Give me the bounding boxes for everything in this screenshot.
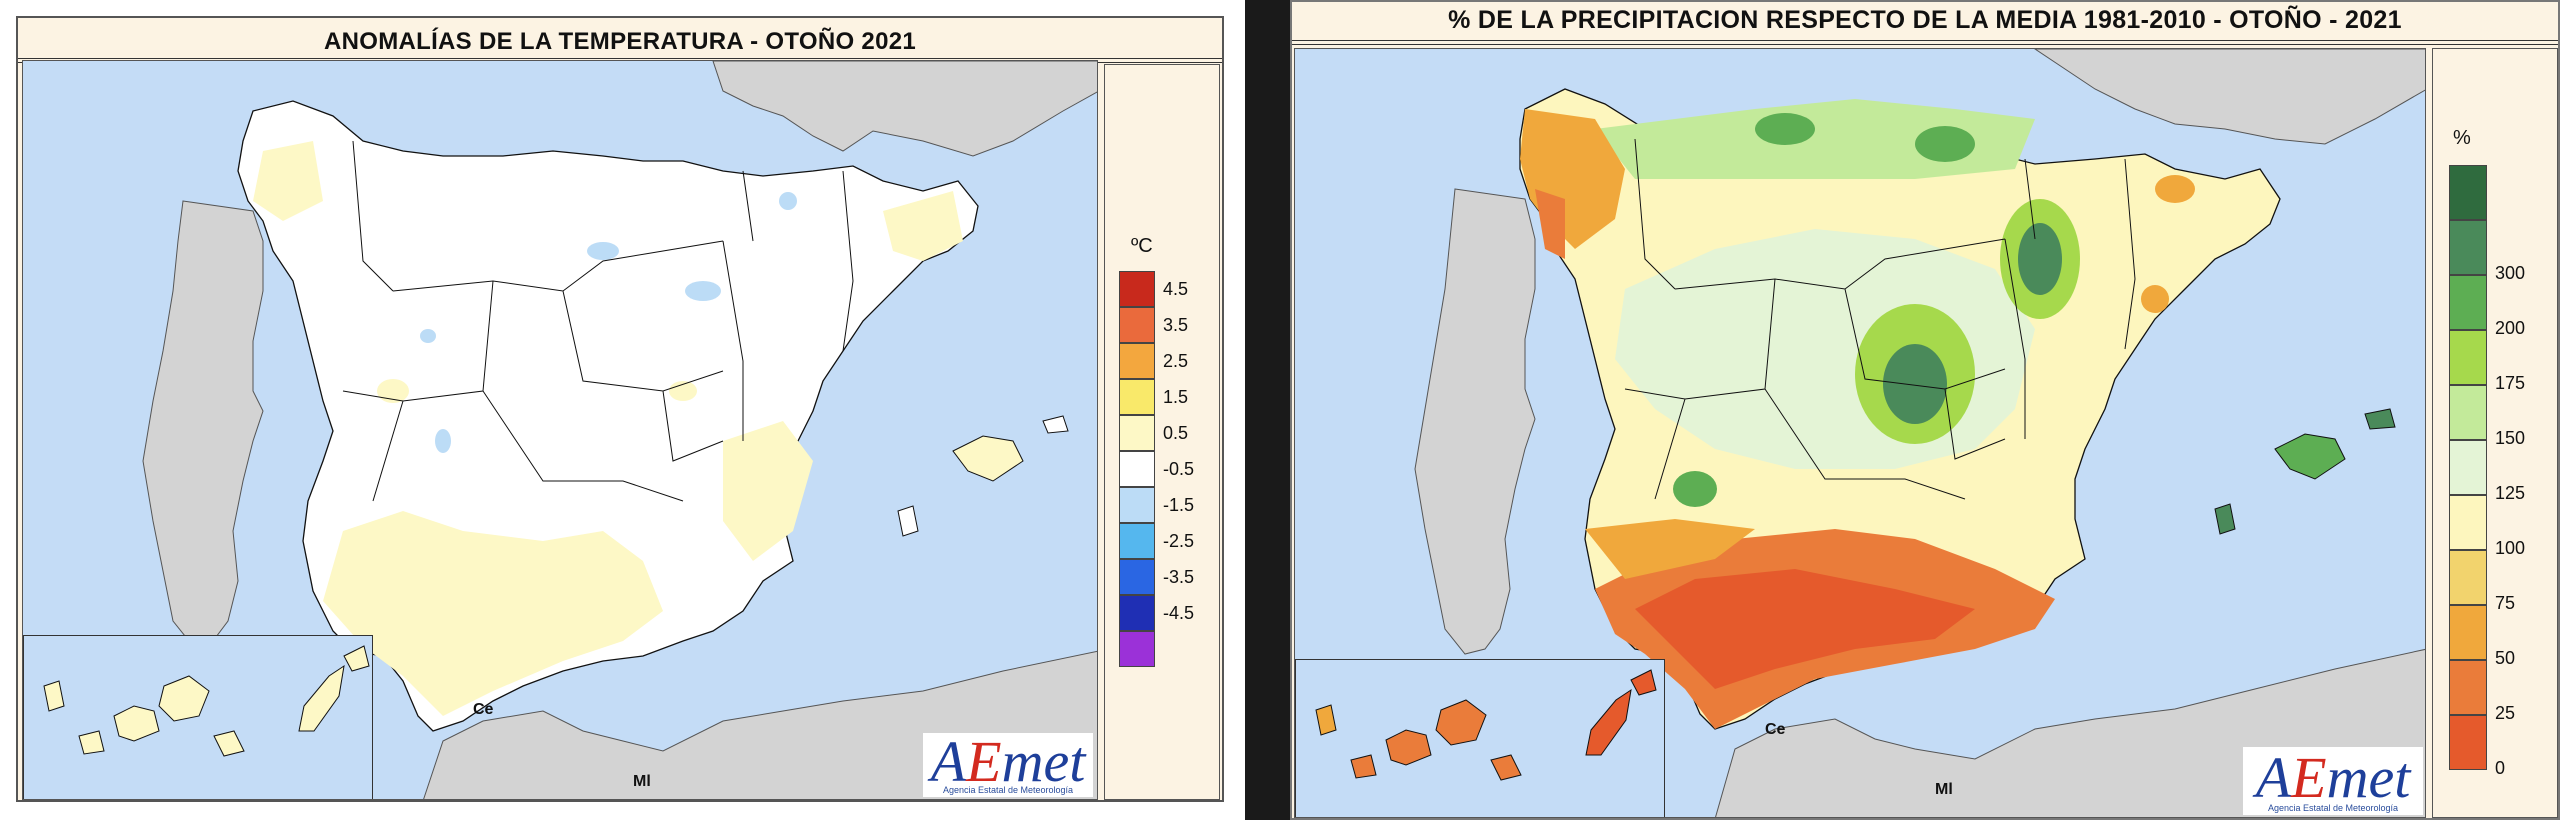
temperature-map-area: Ce Ml AEmet Agencia Estatal de Meteorolo… xyxy=(22,60,1098,800)
portugal-land xyxy=(142,200,264,647)
legend-swatch xyxy=(2449,550,2487,605)
legend-swatch xyxy=(1119,595,1155,631)
east-warm-zone xyxy=(723,421,813,561)
melilla-label: Ml xyxy=(633,773,651,790)
legend-label: 2.5 xyxy=(1163,351,1189,371)
legend-swatch xyxy=(2449,440,2487,495)
legend-swatch xyxy=(2449,385,2487,440)
precipitation-map-area: Ce Ml AEmet Agencia Estatal de Meteorolo… xyxy=(1294,48,2426,818)
region-borders xyxy=(1624,138,2136,500)
legend-label: 50 xyxy=(2495,648,2516,668)
temperature-map-title: ANOMALÍAS DE LA TEMPERATURA - OTOÑO 2021 xyxy=(323,28,917,55)
legend-swatch xyxy=(2449,330,2487,385)
legend-swatch xyxy=(1119,271,1155,307)
south-warm-zone xyxy=(323,511,663,716)
northeast-warm-zone xyxy=(883,191,963,261)
precipitation-panel: % DE LA PRECIPITACION RESPECTO DE LA MED… xyxy=(1290,0,2560,820)
legend-label: 125 xyxy=(2495,483,2526,503)
cool-spot xyxy=(587,242,619,260)
ibiza xyxy=(2214,503,2236,535)
precipitation-map-title: % DE LA PRECIPITACION RESPECTO DE LA MED… xyxy=(1448,6,2402,34)
temperature-map-frame: ANOMALÍAS DE LA TEMPERATURA - OTOÑO 2021 xyxy=(16,16,1224,802)
legend-swatch xyxy=(2449,660,2487,715)
canary-islands-svg xyxy=(43,645,370,757)
legend-label: 0.5 xyxy=(1163,423,1189,443)
temperature-legend: ºC 4.5 3.5 2.5 1.5 0.5 -0.5 -1.5 -2.5 -3.5 -4.5 xyxy=(1104,64,1220,800)
northwest-warm-zone xyxy=(253,141,323,221)
melilla-label: Ml xyxy=(1935,781,1953,798)
legend-label: 175 xyxy=(2495,373,2526,393)
menorca xyxy=(1042,415,1069,434)
legend-label: 3.5 xyxy=(1163,315,1189,335)
ceuta-label: Ce xyxy=(473,701,494,718)
legend-label: -3.5 xyxy=(1163,567,1195,587)
menorca xyxy=(2364,408,2396,430)
legend-swatch xyxy=(1119,451,1155,487)
title-divider xyxy=(1292,40,2558,45)
legend-swatch xyxy=(1119,415,1155,451)
legend-swatch xyxy=(2449,220,2487,275)
legend-label: 75 xyxy=(2495,593,2516,613)
france-land xyxy=(712,61,1097,157)
temperature-anomaly-panel: ANOMALÍAS DE LA TEMPERATURA - OTOÑO 2021 xyxy=(0,0,1245,820)
legend-swatch xyxy=(2449,165,2487,220)
mallorca xyxy=(2274,433,2346,480)
canary-islands-svg xyxy=(1315,669,1657,781)
ibiza xyxy=(897,505,919,537)
canary-islands-inset xyxy=(23,635,373,799)
legend-swatch xyxy=(2449,275,2487,330)
temperature-map-svg xyxy=(142,61,1097,799)
precipitation-map-frame: % DE LA PRECIPITACION RESPECTO DE LA MED… xyxy=(1290,0,2560,820)
legend-label: -2.5 xyxy=(1163,531,1195,551)
legend-label: -1.5 xyxy=(1163,495,1195,515)
canary-islands-inset xyxy=(1295,659,1665,817)
legend-unit: ºC xyxy=(1131,235,1153,257)
legend-label: 300 xyxy=(2495,263,2526,283)
legend-swatch xyxy=(1119,379,1155,415)
aemet-logo: AEmet Agencia Estatal de Meteorología xyxy=(2243,747,2423,815)
legend-label: 0 xyxy=(2495,758,2506,778)
legend-label: 200 xyxy=(2495,318,2526,338)
ceuta-label: Ce xyxy=(1765,721,1786,738)
legend-swatch xyxy=(1119,307,1155,343)
legend-swatch xyxy=(2449,715,2487,770)
aemet-logo: AEmet Agencia Estatal de Meteorología xyxy=(923,733,1093,797)
france-land xyxy=(2034,49,2425,145)
legend-swatch xyxy=(1119,343,1155,379)
legend-label: 4.5 xyxy=(1163,279,1189,299)
portugal-land xyxy=(1414,188,1536,655)
legend-unit: % xyxy=(2453,127,2471,149)
legend-label: 150 xyxy=(2495,428,2526,448)
legend-label: 100 xyxy=(2495,538,2526,558)
precipitation-legend: % 300 200 175 150 125 100 75 50 25 0 xyxy=(2432,48,2558,818)
legend-label: 1.5 xyxy=(1163,387,1189,407)
legend-swatch xyxy=(1119,487,1155,523)
mallorca xyxy=(952,435,1024,482)
legend-swatch xyxy=(2449,495,2487,550)
region-borders xyxy=(342,140,854,502)
legend-label: -0.5 xyxy=(1163,459,1195,479)
legend-label: 25 xyxy=(2495,703,2516,723)
legend-label: -4.5 xyxy=(1163,603,1195,623)
legend-swatch xyxy=(2449,605,2487,660)
legend-swatch xyxy=(1119,559,1155,595)
legend-swatch xyxy=(1119,631,1155,667)
north-wet-zone xyxy=(1595,99,2035,179)
legend-swatch xyxy=(1119,523,1155,559)
